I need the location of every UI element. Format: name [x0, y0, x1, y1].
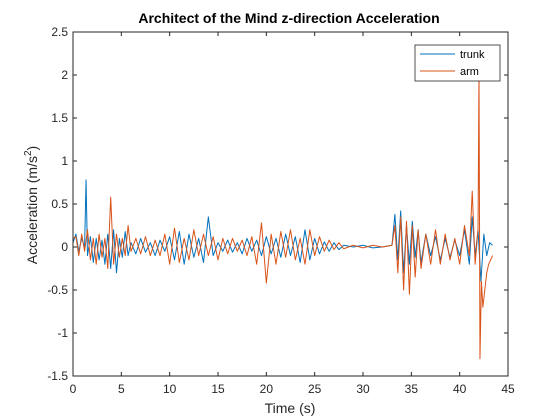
y-axis-label-close: )	[24, 146, 40, 151]
y-tick-label: 0.5	[51, 197, 68, 211]
series-line-trunk	[72, 179, 493, 282]
y-tick-label: 1	[61, 154, 68, 168]
y-axis-label-text: Acceleration (m/s	[24, 156, 40, 264]
legend-arm-label: arm	[460, 66, 479, 78]
x-tick-label: 10	[163, 382, 177, 396]
y-axis-label: Acceleration (m/s2)	[23, 146, 40, 264]
x-tick-label: 45	[501, 382, 515, 396]
legend-trunk-label: trunk	[460, 49, 485, 61]
y-tick-label: 0	[61, 240, 68, 254]
x-tick-label: 35	[405, 382, 419, 396]
y-tick-label: -0.5	[47, 283, 68, 297]
y-tick-label: 2	[61, 68, 68, 82]
x-tick-label: 40	[453, 382, 467, 396]
x-tick-label: 30	[356, 382, 370, 396]
x-tick-label: 25	[308, 382, 322, 396]
x-axis: 0 5 10 15 20 25 30 35 40 45	[70, 32, 515, 396]
chart-title: Architect of the Mind z-direction Accele…	[138, 10, 439, 26]
plot-area	[73, 32, 508, 376]
y-axis: -1.5 -1 -0.5 0 0.5 1 1.5 2 2.5	[47, 25, 508, 383]
series-line-arm	[72, 70, 493, 360]
y-tick-label: -1.5	[47, 369, 68, 383]
y-tick-label: 1.5	[51, 111, 68, 125]
x-tick-label: 5	[118, 382, 125, 396]
x-tick-label: 0	[70, 382, 77, 396]
y-tick-label: 2.5	[51, 25, 68, 39]
legend-box	[414, 44, 501, 82]
x-tick-label: 20	[260, 382, 274, 396]
y-tick-label: -1	[57, 326, 68, 340]
series-layer	[72, 70, 493, 360]
x-tick-label: 15	[211, 382, 225, 396]
legend: trunk arm	[414, 44, 501, 82]
y-axis-label-superscript: 2	[23, 150, 34, 156]
x-axis-label: Time (s)	[265, 400, 316, 416]
